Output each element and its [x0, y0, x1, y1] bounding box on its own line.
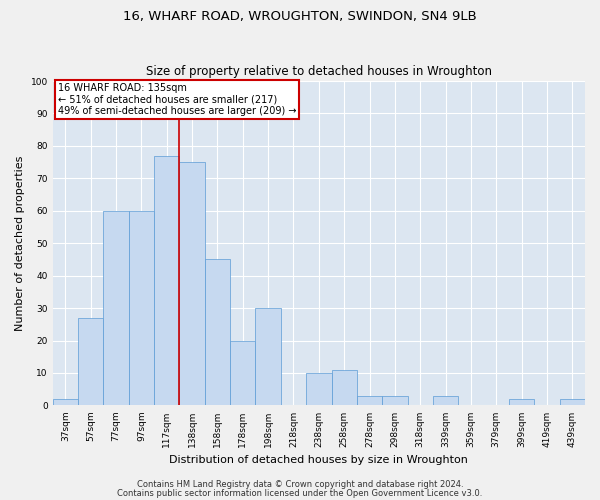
Text: Contains HM Land Registry data © Crown copyright and database right 2024.: Contains HM Land Registry data © Crown c… [137, 480, 463, 489]
Bar [179, 162, 205, 406]
Bar [78, 318, 103, 406]
Text: Contains public sector information licensed under the Open Government Licence v3: Contains public sector information licen… [118, 488, 482, 498]
Bar [103, 211, 129, 406]
Bar [509, 399, 535, 406]
Bar [433, 396, 458, 406]
Bar [332, 370, 357, 406]
Bar [129, 211, 154, 406]
Bar [560, 399, 585, 406]
Bar [53, 399, 78, 406]
X-axis label: Distribution of detached houses by size in Wroughton: Distribution of detached houses by size … [169, 455, 468, 465]
Bar [306, 373, 332, 406]
Bar [256, 308, 281, 406]
Title: Size of property relative to detached houses in Wroughton: Size of property relative to detached ho… [146, 66, 492, 78]
Bar [230, 340, 256, 406]
Text: 16 WHARF ROAD: 135sqm
← 51% of detached houses are smaller (217)
49% of semi-det: 16 WHARF ROAD: 135sqm ← 51% of detached … [58, 82, 296, 116]
Bar [382, 396, 407, 406]
Bar [154, 156, 179, 406]
Bar [357, 396, 382, 406]
Text: 16, WHARF ROAD, WROUGHTON, SWINDON, SN4 9LB: 16, WHARF ROAD, WROUGHTON, SWINDON, SN4 … [123, 10, 477, 23]
Bar [205, 260, 230, 406]
Y-axis label: Number of detached properties: Number of detached properties [15, 156, 25, 331]
